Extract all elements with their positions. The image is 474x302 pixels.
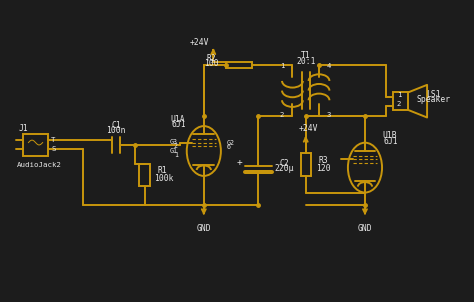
Text: R3: R3	[319, 156, 328, 165]
Bar	[226, 62, 252, 68]
Text: GND: GND	[197, 223, 211, 233]
Bar	[393, 92, 408, 110]
Text: U1A: U1A	[171, 115, 185, 124]
Text: 1: 1	[280, 63, 284, 69]
Text: LS1: LS1	[427, 90, 441, 99]
Text: 6J1: 6J1	[384, 137, 398, 146]
Text: T1: T1	[301, 51, 310, 60]
Text: 20:1: 20:1	[296, 56, 316, 66]
Text: +24V: +24V	[189, 38, 209, 47]
Text: Speaker: Speaker	[417, 95, 451, 104]
Text: 2: 2	[397, 101, 401, 107]
Text: G2: G2	[227, 140, 235, 146]
Bar	[23, 134, 48, 156]
Text: G3: G3	[170, 139, 178, 145]
Text: +: +	[237, 158, 242, 167]
Text: T: T	[51, 137, 56, 143]
Text: 100k: 100k	[154, 174, 173, 183]
Text: 1: 1	[397, 92, 401, 98]
Text: 6J1: 6J1	[172, 120, 186, 129]
Text: +24V: +24V	[298, 124, 318, 133]
Bar	[139, 164, 150, 186]
Text: 220μ: 220μ	[274, 164, 294, 173]
Text: J1: J1	[19, 124, 29, 133]
Text: 6: 6	[227, 144, 230, 150]
Text: 1: 1	[174, 152, 178, 158]
Text: 120: 120	[317, 164, 331, 173]
Text: R2: R2	[206, 54, 216, 63]
Text: C2: C2	[280, 159, 289, 168]
Text: 2: 2	[280, 112, 284, 118]
Text: 100n: 100n	[106, 126, 126, 135]
Text: U1B: U1B	[383, 131, 397, 140]
Text: AudioJack2: AudioJack2	[17, 162, 62, 168]
Text: C1: C1	[111, 121, 121, 130]
Bar	[301, 153, 311, 176]
Text: G1: G1	[170, 148, 178, 154]
Text: 3: 3	[326, 112, 331, 118]
Text: R1: R1	[158, 166, 167, 175]
Text: GND: GND	[358, 223, 372, 233]
Text: 2: 2	[174, 143, 178, 149]
Text: 100: 100	[204, 59, 218, 68]
Text: S: S	[51, 146, 56, 153]
Text: 4: 4	[326, 63, 331, 69]
